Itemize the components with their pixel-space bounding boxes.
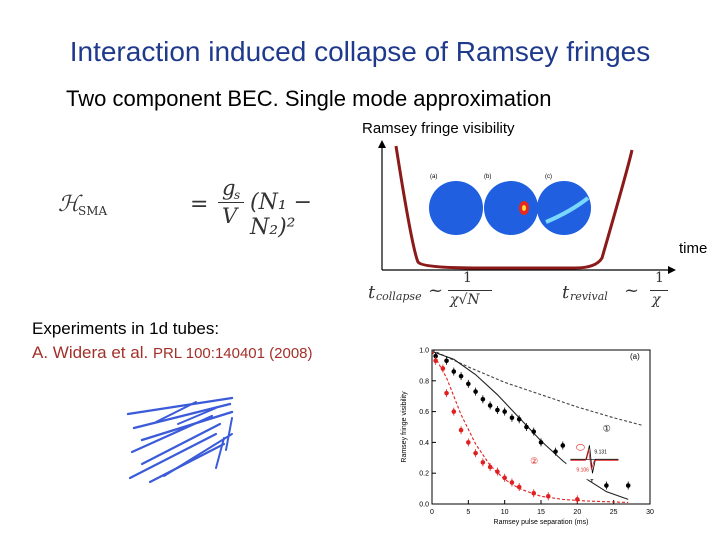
data-point-series-1 [502, 475, 507, 481]
y-tick-label: 0.8 [419, 378, 429, 385]
fit-curve-4 [431, 351, 629, 504]
x-tick-label: 30 [646, 509, 654, 516]
fraction-bar [218, 202, 244, 203]
y-tick-label: 0.4 [419, 440, 429, 447]
data-point-series-1 [480, 460, 486, 465]
panel-label-a: (a) [430, 174, 437, 180]
data-point-series-1 [473, 450, 478, 456]
hamiltonian-formula: ℋ SMA = g s V (N₁ − N₂)² [58, 176, 318, 240]
data-point-series-1 [545, 494, 551, 499]
inset-trace [570, 445, 619, 474]
data-point-series-1 [495, 469, 500, 474]
data-point-series-0 [451, 369, 457, 374]
revival-time-formula: t revival ~ 1 χ [562, 270, 682, 314]
bloch-sphere-c [537, 181, 591, 235]
panel-label: (a) [630, 352, 640, 361]
data-point-series-1 [531, 490, 537, 496]
series-label-1: ① [603, 424, 611, 434]
wavepacket-b-core [522, 205, 526, 211]
data-point-series-1 [433, 358, 438, 364]
data-point-series-0 [516, 417, 522, 422]
data-point-series-0 [473, 389, 478, 394]
wavepacket-c [545, 196, 590, 224]
x-tick-label: 25 [610, 509, 618, 516]
data-point-series-0 [560, 443, 566, 448]
data-point-series-0 [509, 415, 515, 421]
visibility-axis-label: Ramsey fringe visibility [362, 120, 515, 137]
population-difference: (N₁ − N₂)² [250, 190, 313, 240]
data-point-series-1 [509, 480, 515, 485]
panel-label-c: (c) [545, 174, 552, 180]
y-tick-label: 1.0 [419, 348, 429, 355]
data-point-series-0 [524, 424, 529, 430]
x-tick-label: 10 [501, 509, 509, 516]
data-point-series-1 [466, 440, 471, 445]
coupling-numerator-sub: s [234, 188, 241, 202]
data-point-series-0 [487, 403, 493, 408]
data-point-series-1 [451, 409, 457, 414]
coupling-denominator: V [222, 204, 238, 228]
inset-label-top: 9.131 [594, 449, 607, 455]
y-axis-label: Ramsey fringe visibility [401, 391, 408, 463]
inset-label-bottom: 9.106 [576, 467, 589, 473]
fit-curve-2 [431, 349, 643, 426]
slide-title: Interaction induced collapse of Ramsey f… [69, 36, 651, 67]
coupling-numerator: g [222, 176, 236, 200]
hamiltonian-symbol: ℋ [58, 192, 80, 217]
x-tick-label: 15 [537, 509, 545, 516]
y-axis-arrow [378, 140, 386, 148]
bloch-sphere-a [429, 181, 483, 235]
data-point-series-0 [433, 353, 438, 359]
data-point-series-1 [487, 464, 493, 470]
plot-frame [431, 349, 651, 505]
x-tick-label: 20 [573, 509, 581, 516]
data-point-series-0 [604, 483, 609, 488]
data-point-series-1 [458, 427, 464, 433]
visibility-curve [394, 145, 634, 270]
y-tick-label: 0.2 [419, 471, 429, 478]
inset-trace-red [570, 449, 619, 470]
collapse-time-formula: t collapse ~ 1 χ√N [368, 270, 508, 314]
data-point-series-0 [502, 409, 507, 414]
data-point-series-0 [466, 381, 471, 387]
data-point-series-1 [444, 390, 449, 396]
hamiltonian-subscript: SMA [78, 204, 108, 218]
tubes-illustration [126, 396, 234, 484]
data-point-series-0 [625, 483, 631, 488]
data-point-series-0 [553, 449, 558, 454]
x-axis-label: Ramsey pulse separation (ms) [494, 519, 589, 526]
time-axis-label: time [679, 240, 708, 257]
data-point-series-1 [575, 497, 580, 502]
data-point-series-0 [444, 358, 449, 364]
data-point-series-0 [480, 396, 486, 402]
slide-subtitle: Two component BEC. Single mode approxima… [66, 86, 552, 111]
y-tick-label: 0.6 [419, 409, 429, 416]
data-point-series-1 [440, 366, 446, 371]
bloch-sphere-b [484, 181, 538, 235]
inset-marker [576, 444, 585, 451]
data-point-series-0 [495, 407, 500, 413]
ramsey-visibility-chart: 0 5 10 15 20 25 30 0.0 0.2 0.4 0.6 0.8 1.0 Ramsey pul… [401, 348, 654, 527]
data-point-series-0 [538, 440, 544, 445]
citation-reference: PRL 100:140401 (2008) [152, 345, 313, 362]
data-point-series-0 [458, 373, 464, 379]
series-label-2: ② [530, 456, 538, 466]
y-tick-label: 0.0 [419, 502, 429, 509]
x-axis-arrow [668, 266, 676, 274]
visibility-diagram: (a) (b) (c) [378, 140, 676, 274]
x-tick-label: 5 [466, 509, 470, 516]
x-tick-label: 0 [430, 509, 434, 516]
data-point-series-0 [531, 429, 537, 434]
fit-curve-3 [431, 351, 629, 500]
experiments-heading: Experiments in 1d tubes: [32, 319, 220, 338]
citation: A. Widera et al. PRL 100:140401 (2008) [32, 343, 313, 363]
data-point-series-1 [516, 484, 522, 490]
panel-label-b: (b) [484, 174, 491, 180]
citation-authors: A. Widera et al. [32, 343, 149, 362]
